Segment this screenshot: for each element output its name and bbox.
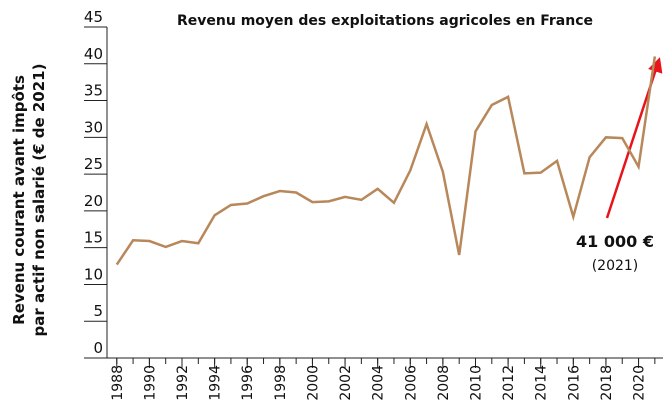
y-tick-label: 5 (93, 302, 103, 320)
x-tick-label: 2016 (566, 365, 582, 401)
x-tick-label: 1994 (208, 365, 224, 401)
y-tick-label: 30 (84, 118, 103, 136)
x-tick-label: 2012 (501, 365, 517, 401)
y-axis-label: Revenu courant avant impôts (10, 75, 28, 325)
x-tick-label: 2006 (403, 365, 419, 401)
annotation-year: (2021) (592, 258, 639, 274)
y-tick-label: 25 (84, 155, 103, 173)
x-tick-label: 1996 (240, 365, 256, 401)
x-tick-label: 2002 (338, 365, 354, 401)
x-tick-label: 1990 (142, 365, 158, 401)
y-tick-label: 20 (84, 192, 103, 210)
data-line (115, 56, 657, 266)
annotation-value: 41 000 € (576, 232, 654, 251)
chart-title: Revenu moyen des exploitations agricoles… (177, 13, 593, 29)
x-tick-label: 1998 (273, 365, 289, 401)
x-tick-label: 2018 (599, 365, 615, 401)
y-tick-label: 15 (84, 229, 103, 247)
x-tick-label: 2000 (305, 365, 321, 401)
x-tick-label: 2004 (371, 365, 387, 401)
x-tick-label: 1992 (175, 365, 191, 401)
x-tick-label: 2008 (436, 365, 452, 401)
y-tick-label: 45 (84, 8, 103, 26)
x-tick-label: 2014 (534, 365, 550, 401)
x-tick-label: 1988 (110, 365, 126, 401)
y-tick-label: 35 (84, 82, 103, 100)
x-tick-label: 2010 (468, 365, 484, 401)
y-axis-label: par actif non salarié (€ de 2021) (30, 64, 48, 337)
x-tick-label: 2020 (632, 365, 648, 401)
y-tick-label: 40 (84, 45, 103, 63)
y-tick-label: 0 (93, 339, 103, 357)
y-tick-label: 10 (84, 265, 103, 283)
